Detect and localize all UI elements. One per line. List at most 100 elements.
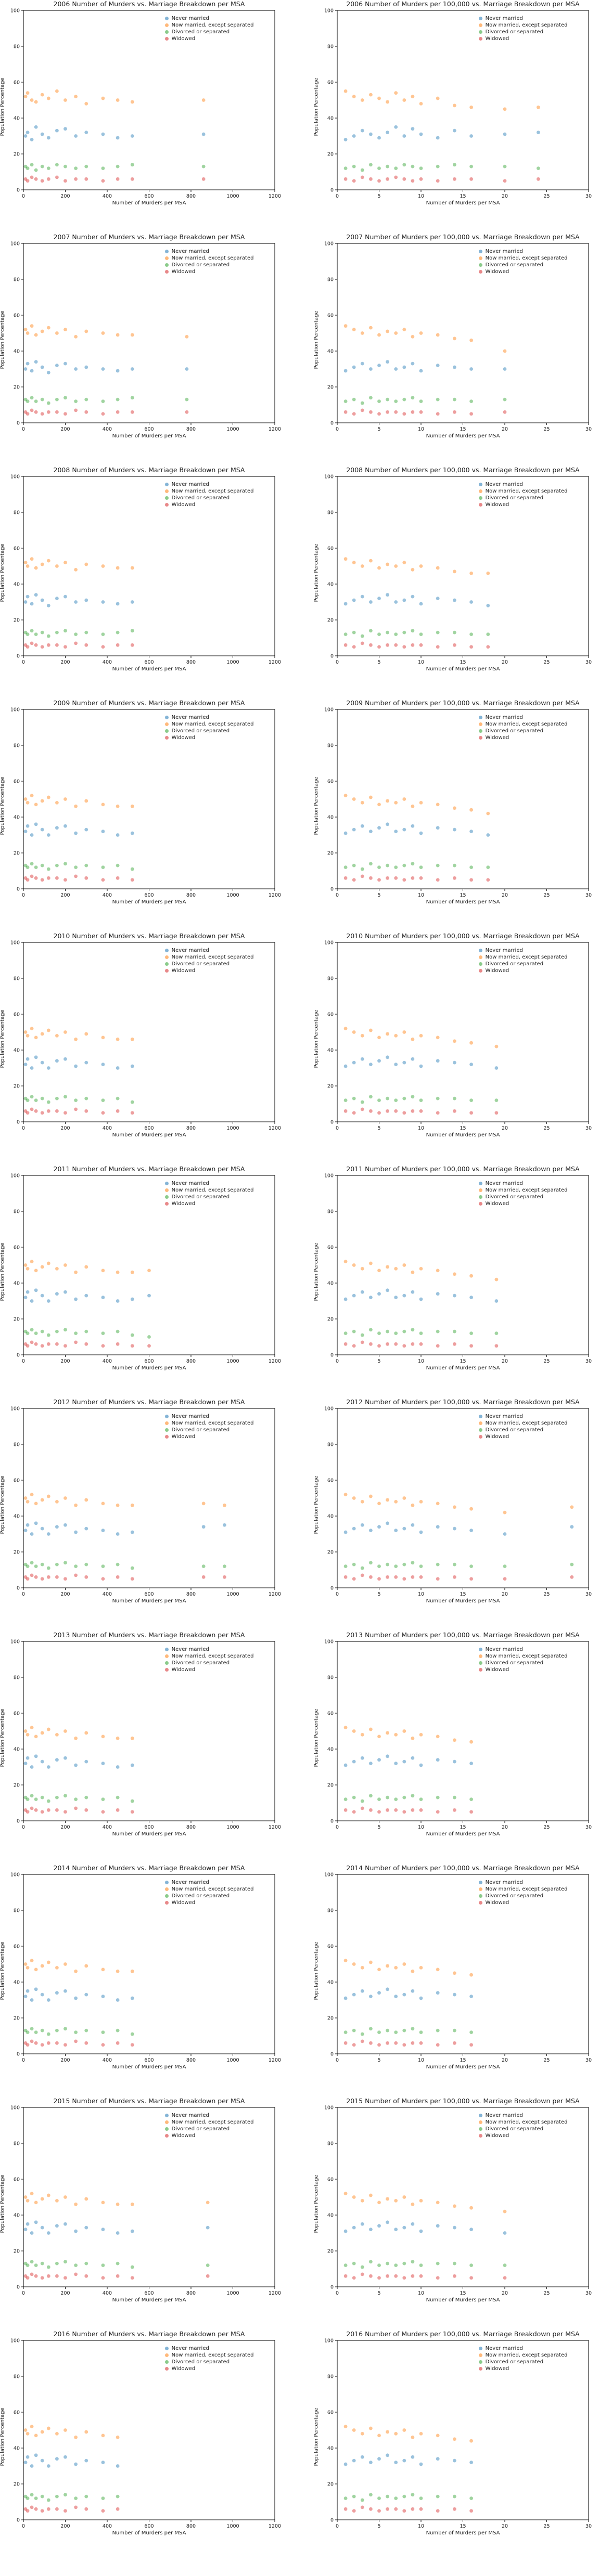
data-point xyxy=(40,2276,44,2280)
series-now-married-except-separated xyxy=(343,1027,499,1048)
series-divorced-or-separated xyxy=(23,396,189,405)
legend-marker-icon xyxy=(478,503,482,507)
y-tick-label: 20 xyxy=(327,1783,334,1789)
data-point xyxy=(55,1575,59,1579)
legend-item: Divorced or separated xyxy=(478,29,568,35)
x-tick-label: 30 xyxy=(585,1358,592,1364)
data-point xyxy=(469,338,473,342)
data-point xyxy=(402,2494,406,2499)
legend-label: Divorced or separated xyxy=(171,1194,230,1200)
data-point xyxy=(46,96,50,100)
data-point xyxy=(116,2028,120,2033)
data-point xyxy=(101,2043,105,2047)
data-point xyxy=(63,396,67,400)
y-axis-label: Population Percentage xyxy=(0,2174,6,2233)
legend-marker-icon xyxy=(478,1887,482,1891)
x-tick-label: 15 xyxy=(460,1591,466,1597)
data-point xyxy=(352,1496,356,1500)
data-point xyxy=(369,1561,373,1565)
x-tick-label: 200 xyxy=(60,2523,70,2529)
data-point xyxy=(469,412,473,416)
data-point xyxy=(436,2494,440,2499)
data-point xyxy=(30,1959,34,1962)
y-axis-label: Population Percentage xyxy=(0,776,6,835)
legend-marker-icon xyxy=(478,1428,482,1432)
data-point xyxy=(101,2496,105,2500)
legend-item: Widowed xyxy=(478,501,568,508)
data-point xyxy=(352,2261,356,2266)
legend-marker-icon xyxy=(164,969,169,973)
data-point xyxy=(101,645,105,649)
legend-label: Widowed xyxy=(485,36,509,42)
data-point xyxy=(84,2494,88,2499)
data-point xyxy=(436,2043,440,2047)
data-point xyxy=(30,2231,34,2235)
legend-label: Now married, except separated xyxy=(171,22,254,28)
data-point xyxy=(74,1503,78,1507)
data-point xyxy=(55,2274,59,2278)
data-point xyxy=(411,2493,415,2497)
legend: Never married Now married, except separat… xyxy=(161,1179,257,1209)
data-point xyxy=(23,643,28,647)
y-tick-label: 80 xyxy=(327,2374,334,2380)
data-point xyxy=(23,1030,28,1034)
data-point xyxy=(343,2507,348,2511)
chart-title: 2008 Number of Murders vs. Marriage Brea… xyxy=(53,466,245,474)
legend-marker-icon xyxy=(164,1648,169,1651)
data-point xyxy=(84,598,88,602)
data-point xyxy=(436,333,440,337)
data-point xyxy=(419,2199,423,2203)
data-point xyxy=(411,127,415,131)
data-point xyxy=(377,179,381,183)
legend-marker-icon xyxy=(164,1881,169,1884)
data-point xyxy=(26,1331,30,1335)
legend-label: Widowed xyxy=(171,1900,196,1906)
data-point xyxy=(436,863,440,868)
data-point xyxy=(130,2032,134,2036)
series-never-married xyxy=(343,1754,473,1767)
data-point xyxy=(419,632,423,636)
y-tick-label: 100 xyxy=(324,474,334,480)
data-point xyxy=(30,1806,34,1810)
series-widowed xyxy=(23,1573,226,1581)
legend-marker-icon xyxy=(164,1415,169,1418)
chart-2012-count: 2012 Number of Murders vs. Marriage Brea… xyxy=(0,1398,281,1604)
data-point xyxy=(101,1344,105,1348)
legend-marker-icon xyxy=(478,1421,482,1425)
data-point xyxy=(40,878,44,882)
data-point xyxy=(101,1734,105,1739)
data-point xyxy=(84,365,88,369)
data-point xyxy=(34,822,38,826)
x-tick-label: 1200 xyxy=(269,1125,281,1131)
data-point xyxy=(34,410,38,414)
legend-label: Divorced or separated xyxy=(485,1194,544,1200)
chart-title: 2012 Number of Murders vs. Marriage Brea… xyxy=(53,1398,245,1406)
data-point xyxy=(40,598,44,602)
data-point xyxy=(369,326,373,330)
x-tick-label: 1000 xyxy=(226,1125,239,1131)
legend-marker-icon xyxy=(478,23,482,27)
data-point xyxy=(394,2461,398,2464)
series-divorced-or-separated xyxy=(23,2027,134,2036)
legend-marker-icon xyxy=(164,1661,169,1665)
data-point xyxy=(30,2493,34,2497)
data-point xyxy=(377,1331,381,1335)
data-point xyxy=(116,1037,120,1041)
data-point xyxy=(40,1096,44,1101)
data-point xyxy=(453,2458,456,2463)
data-point xyxy=(55,2507,59,2511)
data-point xyxy=(411,568,415,572)
legend-label: Widowed xyxy=(171,1434,196,1440)
data-point xyxy=(30,1328,34,1332)
x-tick-label: 600 xyxy=(144,2057,154,2063)
data-point xyxy=(101,1063,105,1066)
x-tick-label: 400 xyxy=(103,1125,112,1131)
data-point xyxy=(23,164,28,169)
y-axis-label: Population Percentage xyxy=(0,543,6,602)
data-point xyxy=(369,1328,373,1332)
data-point xyxy=(377,2043,381,2047)
x-tick-label: 0 xyxy=(336,892,339,898)
data-point xyxy=(386,593,389,597)
x-tick-label: 1200 xyxy=(269,2523,281,2529)
